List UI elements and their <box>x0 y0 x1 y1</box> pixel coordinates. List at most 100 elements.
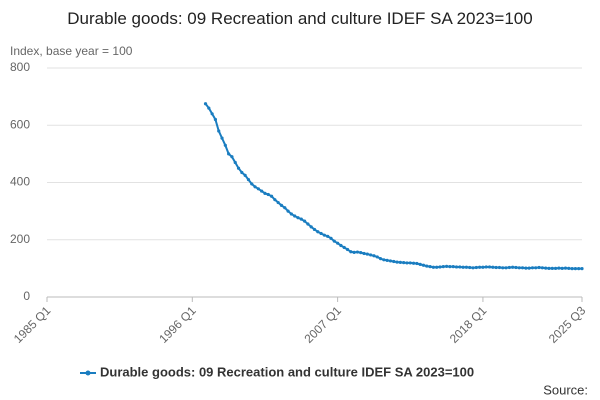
point <box>425 264 429 268</box>
x-tick-label: 2007 Q1 <box>302 303 345 346</box>
point <box>418 262 422 266</box>
point <box>537 265 541 270</box>
point <box>302 219 307 223</box>
point <box>573 267 577 271</box>
point <box>220 136 224 140</box>
point <box>454 265 459 269</box>
point <box>398 260 402 264</box>
point <box>451 265 455 269</box>
point <box>306 222 310 226</box>
point <box>464 265 469 269</box>
point <box>240 170 244 175</box>
point <box>293 214 297 218</box>
point <box>312 227 317 232</box>
point <box>329 236 333 240</box>
point <box>207 106 211 110</box>
point <box>501 266 505 270</box>
point <box>547 266 551 270</box>
point <box>266 192 270 197</box>
x-tick-label: 2018 Q1 <box>447 303 490 346</box>
point <box>322 233 327 237</box>
point <box>553 266 558 270</box>
point <box>560 266 564 270</box>
point <box>402 261 406 265</box>
point <box>213 117 218 122</box>
chart-title: Durable goods: 09 Recreation and culture… <box>67 9 533 28</box>
point <box>342 245 346 250</box>
point <box>273 198 277 202</box>
point <box>362 251 366 256</box>
point <box>517 266 521 270</box>
point <box>299 217 303 221</box>
point <box>332 239 336 243</box>
point <box>289 212 293 216</box>
point <box>378 257 383 261</box>
point <box>372 254 376 258</box>
point <box>217 129 221 133</box>
point <box>359 251 363 255</box>
point <box>481 265 485 269</box>
point <box>435 265 439 269</box>
point <box>260 189 264 193</box>
point <box>524 266 528 270</box>
point <box>256 187 260 191</box>
y-axis-label: Index, base year = 100 <box>10 44 133 58</box>
point <box>421 263 426 267</box>
point <box>478 265 482 269</box>
point <box>405 261 409 265</box>
point <box>570 267 574 271</box>
point <box>246 178 251 182</box>
point <box>263 191 267 195</box>
point <box>540 266 544 270</box>
point <box>365 252 369 256</box>
point <box>514 265 518 270</box>
point <box>253 185 257 189</box>
point <box>504 266 508 270</box>
point <box>339 243 343 248</box>
point <box>471 266 475 270</box>
point <box>458 265 462 269</box>
point <box>316 230 320 234</box>
point <box>487 265 492 269</box>
point <box>527 266 531 270</box>
point <box>336 241 340 245</box>
point <box>563 266 568 270</box>
legend-label: Durable goods: 09 Recreation and culture… <box>100 364 474 379</box>
point <box>276 200 280 205</box>
point <box>438 265 442 269</box>
point <box>355 250 360 254</box>
point <box>385 258 389 262</box>
point <box>352 250 356 254</box>
point <box>203 102 208 106</box>
point <box>557 266 561 270</box>
point <box>392 259 396 264</box>
point <box>507 265 511 270</box>
point <box>382 258 386 262</box>
point <box>534 266 538 270</box>
point <box>441 265 445 269</box>
point <box>345 247 350 252</box>
point <box>494 265 498 270</box>
point <box>497 265 502 270</box>
point <box>319 231 323 236</box>
y-tick-label: 400 <box>10 175 30 189</box>
point <box>375 255 379 259</box>
point <box>236 166 241 170</box>
point <box>279 203 284 207</box>
point <box>349 250 353 254</box>
point <box>326 234 330 238</box>
point <box>250 182 254 186</box>
point <box>230 155 234 159</box>
point <box>448 265 452 269</box>
legend-marker <box>85 370 91 376</box>
point <box>243 173 247 177</box>
point <box>309 225 313 229</box>
point <box>431 265 435 269</box>
point <box>283 206 287 210</box>
point <box>491 265 495 269</box>
point <box>415 261 419 266</box>
point <box>388 259 393 263</box>
point <box>233 160 237 165</box>
